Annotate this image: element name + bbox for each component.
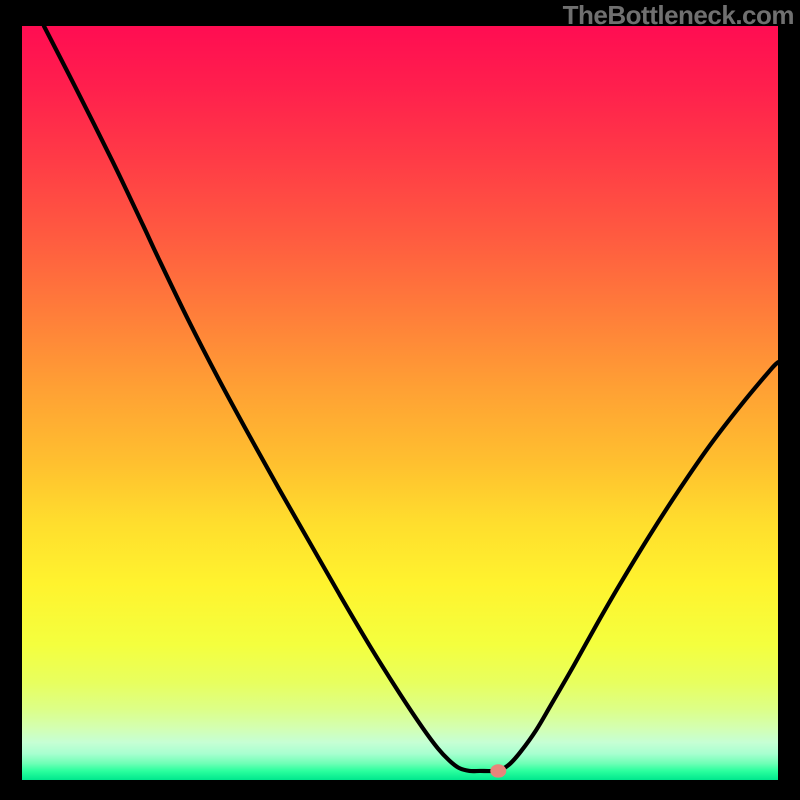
optimal-point-marker bbox=[491, 765, 506, 777]
watermark-text: TheBottleneck.com bbox=[563, 0, 794, 31]
chart-background bbox=[22, 26, 778, 780]
bottleneck-chart: TheBottleneck.com bbox=[0, 0, 800, 800]
chart-svg bbox=[0, 0, 800, 800]
